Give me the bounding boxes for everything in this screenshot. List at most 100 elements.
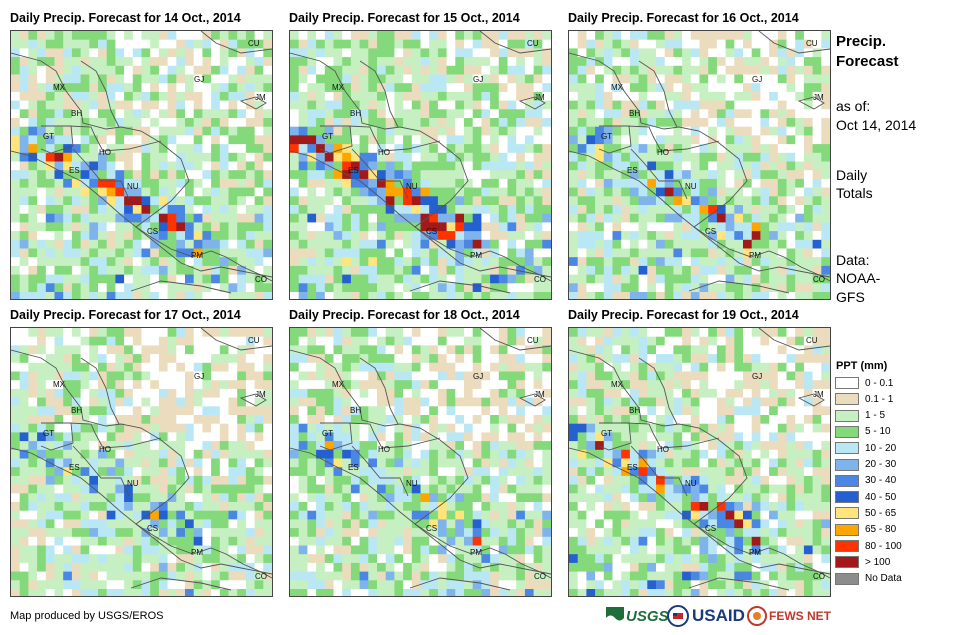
country-label-gj: GJ — [194, 372, 205, 381]
fewsnet-circle-icon — [747, 606, 767, 626]
legend-swatch — [835, 442, 859, 455]
country-border — [518, 393, 546, 407]
country-border — [80, 60, 120, 128]
country-label-jm: JM — [534, 93, 545, 102]
country-label-co: CO — [534, 275, 546, 284]
coastline — [290, 52, 551, 282]
legend-swatch — [835, 556, 859, 569]
coastline — [569, 447, 830, 575]
country-label-co: CO — [813, 275, 825, 284]
country-label-jm: JM — [813, 93, 824, 102]
country-label-gj: GJ — [194, 75, 205, 84]
country-border — [630, 445, 688, 497]
country-border — [319, 422, 353, 451]
country-label-ho: HO — [99, 445, 111, 454]
country-label-mx: MX — [332, 380, 344, 389]
country-label-bh: BH — [629, 109, 641, 118]
map-panel-15-oct: CU MX BH GJ JM GT HO ES NU CS PM CO — [289, 30, 552, 300]
country-label-gt: GT — [43, 429, 55, 438]
country-label-bh: BH — [71, 406, 83, 415]
legend-label: 65 - 80 — [865, 524, 897, 536]
country-label-jm: JM — [255, 390, 266, 399]
country-border — [758, 31, 830, 54]
legend-title: PPT (mm) — [836, 360, 888, 372]
legend-item: 0.1 - 1 — [835, 392, 893, 406]
panel-title-15-oct: Daily Precip. Forecast for 15 Oct., 2014 — [289, 11, 520, 25]
legend-item: No Data — [835, 572, 902, 586]
country-border — [638, 357, 678, 425]
country-border — [68, 422, 162, 449]
country-label-cs: CS — [426, 524, 438, 533]
precip-raster — [569, 328, 830, 596]
country-border — [688, 577, 790, 591]
country-label-pm: PM — [191, 548, 203, 557]
sidebar-totals-line2: Totals — [836, 185, 873, 201]
country-border — [626, 422, 720, 449]
coastline — [569, 52, 830, 282]
country-label-gt: GT — [322, 429, 334, 438]
country-label-cu: CU — [527, 336, 539, 345]
coastline — [11, 52, 272, 282]
legend-item: > 100 — [835, 555, 890, 569]
legend-item: 30 - 40 — [835, 474, 896, 488]
country-label-cs: CS — [426, 227, 438, 236]
country-label-cs: CS — [147, 524, 159, 533]
country-label-bh: BH — [350, 406, 362, 415]
legend-label: 10 - 20 — [865, 442, 897, 454]
legend-item: 0 - 0.1 — [835, 376, 893, 390]
coastline — [290, 150, 551, 278]
coastline — [290, 349, 551, 579]
country-label-pm: PM — [749, 548, 761, 557]
legend-item: 1 - 5 — [835, 409, 885, 423]
country-label-jm: JM — [255, 93, 266, 102]
country-border — [319, 125, 353, 154]
country-label-gt: GT — [601, 429, 613, 438]
legend-label: 40 - 50 — [865, 491, 897, 503]
country-label-cu: CU — [806, 336, 818, 345]
country-label-mx: MX — [611, 83, 623, 92]
map-panel-16-oct: CU MX BH GJ JM GT HO ES NU CS PM CO — [568, 30, 831, 300]
country-border — [80, 357, 120, 425]
country-label-mx: MX — [53, 380, 65, 389]
legend-label: 80 - 100 — [865, 540, 902, 552]
precip-raster — [11, 328, 272, 596]
country-border — [409, 577, 511, 591]
country-border — [130, 280, 232, 294]
map-panel-19-oct: CU MX BH GJ JM GT HO ES NU CS PM CO — [568, 327, 831, 597]
country-label-mx: MX — [611, 380, 623, 389]
sidebar-data-source-line1: NOAA- — [836, 270, 881, 286]
country-border — [72, 148, 130, 200]
country-border — [758, 328, 830, 351]
country-label-gj: GJ — [752, 372, 763, 381]
legend-item: 20 - 30 — [835, 458, 896, 472]
panel-title-16-oct: Daily Precip. Forecast for 16 Oct., 2014 — [568, 11, 799, 25]
usaid-logo: USAID — [667, 604, 745, 628]
legend-label: 1 - 5 — [865, 410, 886, 422]
country-border — [598, 125, 632, 154]
legend-swatch — [835, 523, 859, 536]
legend-item: 10 - 20 — [835, 441, 896, 455]
sidebar-asof-date: Oct 14, 2014 — [836, 117, 917, 133]
country-border — [130, 577, 232, 591]
coastline — [11, 447, 272, 575]
sidebar-heading-line1: Precip. — [836, 33, 887, 50]
usgs-logo-text: USGS — [626, 607, 669, 625]
legend-swatch — [835, 393, 859, 406]
country-label-cs: CS — [147, 227, 159, 236]
precip-raster — [290, 31, 551, 299]
country-label-nu: NU — [685, 479, 697, 488]
panel-title-17-oct: Daily Precip. Forecast for 17 Oct., 2014 — [10, 308, 241, 322]
map-credit: Map produced by USGS/EROS — [10, 610, 164, 622]
country-label-es: ES — [627, 166, 638, 175]
coastline — [569, 150, 830, 278]
legend-item: 50 - 65 — [835, 506, 896, 520]
country-label-es: ES — [348, 463, 359, 472]
legend-label: 50 - 65 — [865, 507, 897, 519]
country-label-nu: NU — [127, 479, 139, 488]
country-label-ho: HO — [378, 445, 390, 454]
sidebar-asof-label: as of: — [836, 98, 871, 114]
country-border — [479, 328, 551, 351]
country-border — [200, 328, 272, 351]
legend-label: No Data — [865, 573, 902, 585]
country-label-pm: PM — [191, 251, 203, 260]
